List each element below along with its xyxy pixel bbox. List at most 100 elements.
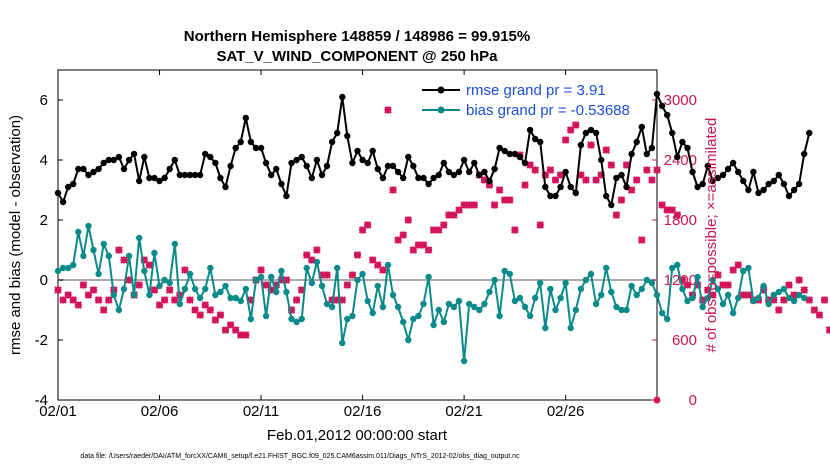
rmse-point <box>298 153 305 161</box>
x-tick-label: 02/16 <box>344 403 382 420</box>
rmse-point <box>120 165 128 173</box>
obs-assimilated-marker <box>673 211 682 219</box>
bias-point <box>577 285 585 293</box>
rmse-point <box>369 147 376 155</box>
obs-assimilated-marker <box>125 276 133 284</box>
obs-assimilated-marker <box>450 211 458 219</box>
rmse-point <box>394 168 402 176</box>
obs-assimilated-marker <box>399 231 407 239</box>
obs-assimilated-marker <box>577 171 585 179</box>
bias-point <box>735 294 742 302</box>
bias-point <box>623 306 630 314</box>
obs-assimilated-marker <box>795 276 803 284</box>
rmse-point <box>105 156 113 164</box>
bias-point <box>227 294 234 302</box>
rmse-point <box>699 180 706 188</box>
obs-assimilated-marker <box>333 296 341 304</box>
rmse-point <box>110 156 118 164</box>
obs-assimilated-marker <box>566 126 575 134</box>
rmse-point <box>328 138 336 146</box>
bias-point <box>268 273 275 281</box>
obs-assimilated-marker <box>64 291 72 299</box>
rmse-point <box>491 165 498 173</box>
rmse-point <box>471 159 478 167</box>
rmse-point <box>141 153 148 161</box>
rmse-point <box>598 156 605 164</box>
obs-assimilated-marker <box>536 221 545 229</box>
bias-point <box>608 288 615 296</box>
obs-assimilated-marker <box>292 296 301 304</box>
rmse-point <box>745 186 752 194</box>
bias-point <box>455 297 463 305</box>
rmse-point <box>613 174 620 182</box>
rmse-point <box>669 129 676 137</box>
obs-assimilated-marker <box>59 296 67 304</box>
bias-point <box>430 321 437 329</box>
legend-bias-label: bias grand pr = -0.53688 <box>466 102 630 119</box>
rmse-point <box>339 93 346 101</box>
rmse-point <box>587 126 595 134</box>
bias-point <box>318 282 326 290</box>
obs-assimilated-marker <box>506 196 514 204</box>
bias-point <box>501 267 508 275</box>
bias-point <box>257 273 265 281</box>
bias-point <box>298 315 305 323</box>
obs-assimilated-marker <box>226 321 235 329</box>
bias-point <box>334 264 341 272</box>
obs-assimilated-marker <box>262 281 270 289</box>
rmse-point <box>729 159 737 167</box>
obs-assimilated-marker <box>729 266 737 274</box>
rmse-point <box>516 153 524 161</box>
bias-point <box>90 246 97 254</box>
obs-assimilated-marker <box>480 176 489 184</box>
obs-assimilated-marker <box>191 306 199 314</box>
y-tick-label: 6 <box>40 92 48 109</box>
bias-point <box>65 264 72 272</box>
rmse-point <box>547 192 554 200</box>
legend: rmse grand pr = 3.91 bias grand pr = -0.… <box>422 82 630 119</box>
bias-point <box>232 294 239 302</box>
rmse-point <box>115 153 123 161</box>
obs-assimilated-marker <box>267 286 275 294</box>
obs-assimilated-marker <box>800 286 808 294</box>
obs-assimilated-marker <box>820 296 829 304</box>
obs-assimilated-marker <box>206 306 215 314</box>
rmse-point <box>648 144 656 152</box>
bias-point <box>618 306 625 314</box>
bias-point <box>491 276 498 284</box>
bias-point <box>481 300 488 308</box>
obs-assimilated-marker <box>115 246 123 254</box>
rmse-point <box>207 153 214 161</box>
rmse-point <box>262 159 270 167</box>
bias-point <box>445 300 453 308</box>
rmse-point <box>257 144 265 152</box>
x-axis-label: Feb.01,2012 00:00:00 start <box>267 427 448 444</box>
obs-assimilated-marker <box>338 296 347 304</box>
bias-point <box>770 291 777 299</box>
bias-point <box>171 240 178 248</box>
chart-subtitle: SAT_V_WIND_COMPONENT @ 250 hPa <box>216 48 498 65</box>
bias-point <box>572 306 579 314</box>
obs-assimilated-marker <box>627 186 636 194</box>
obs-assimilated-marker <box>54 286 62 294</box>
rmse-point <box>735 168 742 176</box>
bias-point <box>684 297 691 305</box>
rmse-point <box>628 150 635 158</box>
obs-assimilated-marker <box>308 256 316 264</box>
rmse-point <box>532 135 539 143</box>
x-tick-label: 02/11 <box>243 403 279 420</box>
obs-assimilated-marker <box>465 201 473 209</box>
bias-point <box>557 294 564 302</box>
bias-point <box>587 270 595 278</box>
obs-assimilated-marker <box>419 241 428 249</box>
rmse-point <box>344 132 351 140</box>
bias-point <box>156 282 163 290</box>
rmse-point <box>379 174 387 182</box>
bias-point <box>521 303 529 311</box>
bias-point <box>582 276 590 284</box>
obs-assimilated-marker <box>282 276 291 284</box>
obs-assimilated-marker <box>221 326 230 334</box>
obs-assimilated-marker <box>155 301 164 309</box>
rmse-point <box>790 186 798 194</box>
rmse-point <box>694 183 701 191</box>
